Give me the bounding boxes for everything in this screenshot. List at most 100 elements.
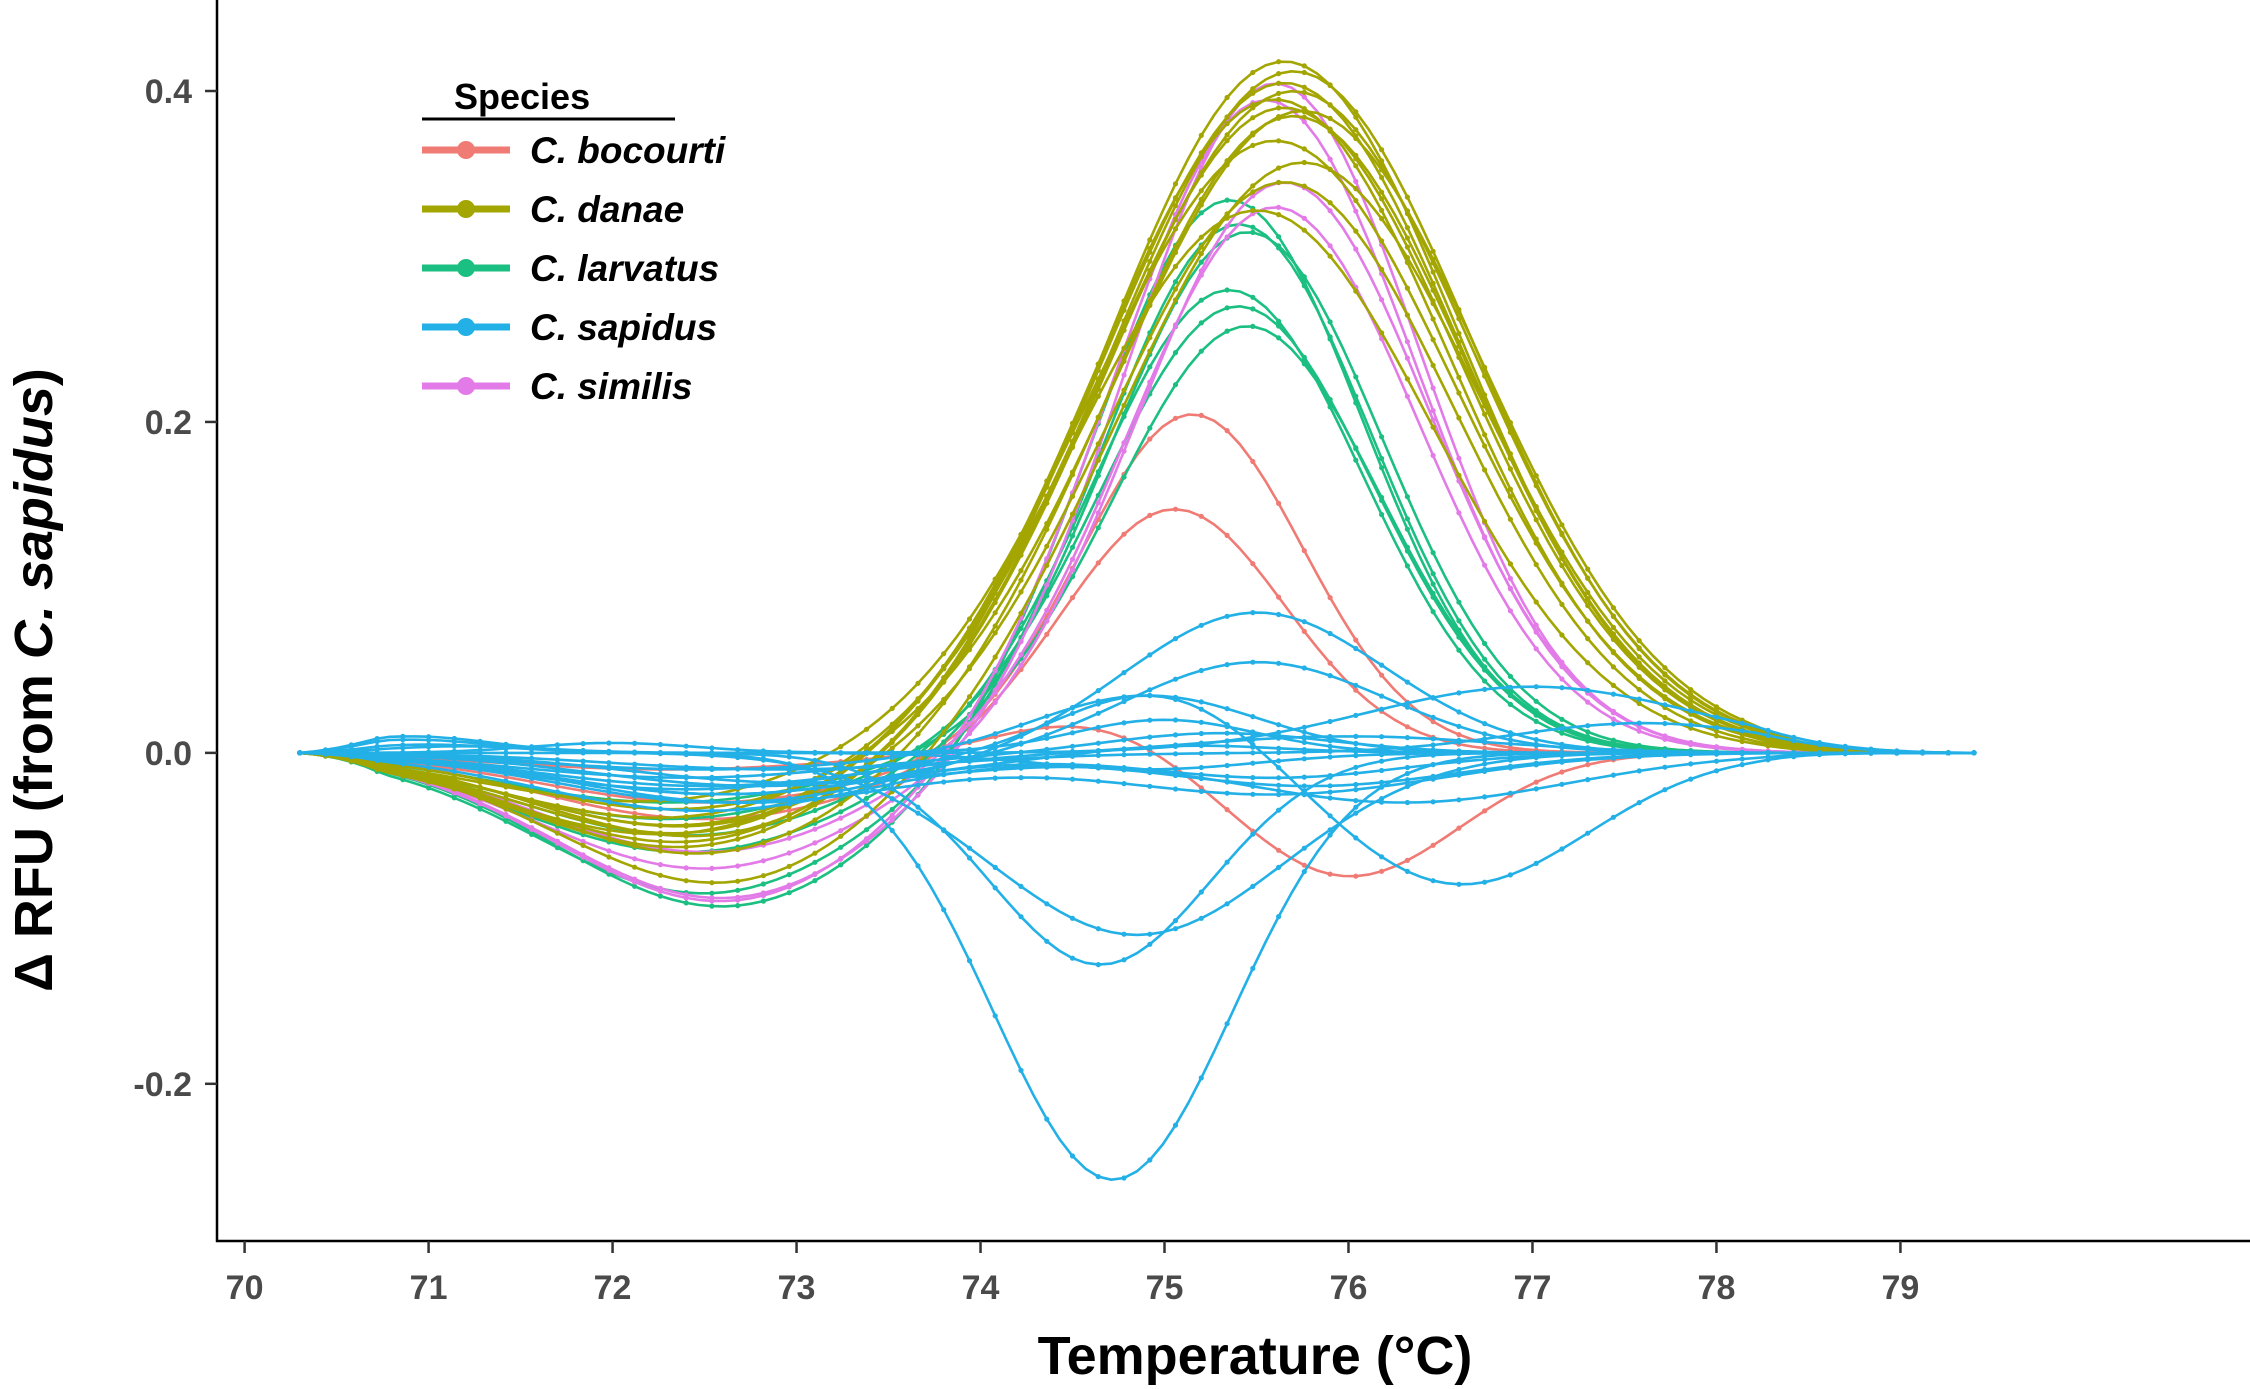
series-point: [1069, 533, 1076, 539]
series-point: [812, 757, 818, 764]
series-point: [1559, 549, 1565, 555]
series-point: [1585, 734, 1591, 740]
series-point: [786, 830, 792, 836]
series-point: [1379, 238, 1385, 244]
series-point: [838, 844, 844, 850]
series-point: [554, 845, 561, 851]
series-point: [1353, 764, 1359, 770]
series-point: [632, 814, 638, 820]
series-point: [992, 668, 998, 674]
series-point: [1482, 443, 1488, 449]
series-point: [1301, 94, 1307, 100]
series-point: [529, 745, 535, 751]
series-point: [554, 819, 561, 825]
series-point: [1816, 742, 1823, 748]
series-point: [1276, 594, 1282, 600]
series-point: [1224, 215, 1230, 221]
series-point: [1198, 622, 1204, 628]
series-point: [1482, 768, 1488, 775]
series-point: [1069, 443, 1076, 449]
series-point: [1198, 788, 1204, 795]
series-point: [709, 745, 715, 751]
series-point: [812, 792, 818, 798]
series-point: [709, 890, 715, 896]
series-point: [606, 812, 612, 818]
series-point: [1404, 225, 1410, 231]
series-point: [1353, 109, 1359, 115]
series-point: [1276, 243, 1282, 249]
series-point: [1095, 414, 1101, 420]
series-point: [1430, 695, 1436, 701]
series-point: [1430, 742, 1436, 748]
series-point: [1353, 798, 1359, 804]
series-point: [1456, 330, 1462, 336]
series-point: [554, 830, 561, 836]
series-point: [1276, 847, 1282, 853]
series-point: [1301, 739, 1307, 746]
series-point: [915, 752, 921, 758]
series-point: [1456, 599, 1462, 605]
x-tick-label: 70: [226, 1269, 264, 1307]
series-point: [1559, 750, 1565, 756]
series-point: [1301, 869, 1307, 875]
series-point: [580, 811, 586, 817]
series-point: [1353, 804, 1359, 810]
series-point: [992, 757, 998, 763]
series-point: [760, 804, 767, 810]
series-point: [735, 807, 741, 813]
series-point: [1172, 696, 1179, 703]
series-point: [503, 744, 509, 750]
series-point: [683, 790, 689, 796]
series-point: [1198, 740, 1204, 746]
series-point: [1224, 901, 1230, 907]
legend-entries: C. bocourti C. danae C. larvatus C. sapidus…: [422, 130, 726, 407]
series-point: [1430, 878, 1436, 884]
series-point: [1250, 229, 1256, 235]
series-point: [1430, 300, 1436, 307]
series-point: [966, 855, 973, 861]
series-point: [735, 863, 741, 869]
series-point: [1353, 288, 1359, 294]
y-axis-title: Δ RFU (from C. sapidus): [4, 368, 64, 992]
series-point: [1662, 702, 1668, 708]
series-point: [941, 729, 947, 735]
series-point: [632, 843, 638, 849]
series-point: [889, 766, 895, 773]
series-point: [1198, 513, 1204, 519]
series-point: [1121, 402, 1127, 408]
series-point: [529, 809, 535, 815]
series-point: [1662, 787, 1668, 793]
series-point: [451, 748, 457, 754]
series-point: [1636, 768, 1642, 774]
series-point: [992, 623, 998, 629]
series-point: [1276, 782, 1282, 788]
series-point: [683, 830, 689, 836]
series-point: [1507, 684, 1513, 690]
series-point: [1044, 754, 1050, 760]
series-point: [1507, 754, 1513, 761]
series-point: [1662, 665, 1668, 671]
series-point: [735, 795, 741, 801]
series-point: [1430, 287, 1436, 293]
series-point: [451, 795, 457, 801]
series-point: [709, 782, 715, 788]
series-point: [1482, 664, 1488, 670]
series-point: [1224, 234, 1230, 240]
series-point: [1662, 683, 1668, 690]
series-point: [1379, 854, 1385, 860]
series-point: [786, 835, 792, 841]
series-point: [554, 840, 561, 846]
series-point: [1456, 390, 1462, 396]
legend-swatch-point: [457, 200, 475, 218]
series-point: [1559, 716, 1565, 722]
series-point: [1533, 860, 1539, 867]
series-point: [1559, 846, 1565, 852]
series-point: [1224, 328, 1230, 334]
series-point: [1610, 605, 1616, 611]
series-point: [1224, 613, 1230, 619]
series-point: [889, 817, 895, 823]
series-point: [966, 702, 973, 708]
series-point: [1404, 339, 1410, 345]
series-point: [1224, 428, 1230, 434]
series-point: [1379, 706, 1385, 712]
